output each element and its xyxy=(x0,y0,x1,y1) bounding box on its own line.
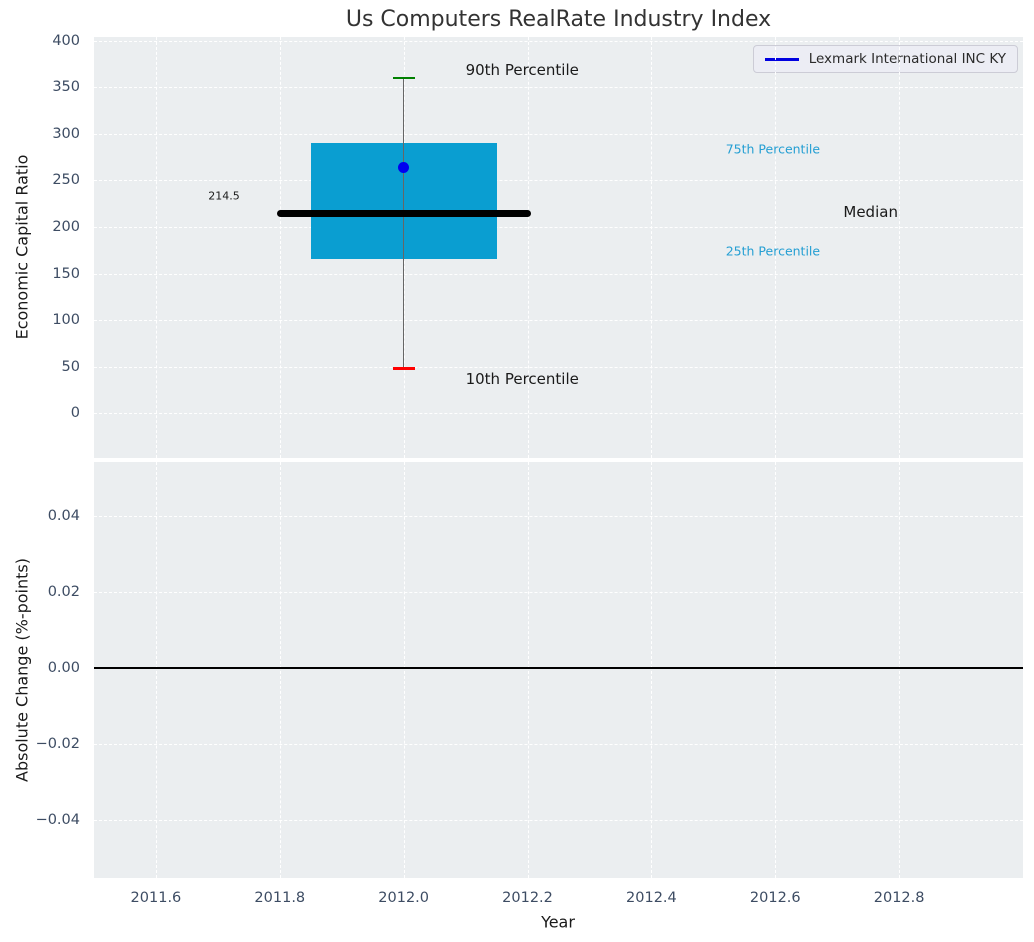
gridline-vertical xyxy=(651,462,653,878)
x-tick-label: 2012.2 xyxy=(502,890,553,906)
x-axis-label: Year xyxy=(541,912,575,932)
y-tick-label: 300 xyxy=(52,125,80,142)
gridline-horizontal xyxy=(94,744,1023,746)
y-tick-label: −0.04 xyxy=(35,812,80,829)
cap-10th-percentile xyxy=(392,367,415,370)
x-tick-label: 2012.4 xyxy=(626,890,677,906)
annotation-75th-percentile-label: 75th Percentile xyxy=(725,141,821,157)
gridline-horizontal xyxy=(94,320,1023,322)
gridline-vertical xyxy=(155,462,157,878)
y-tick-label: 400 xyxy=(52,32,80,49)
gridline-vertical xyxy=(155,37,157,458)
gridline-horizontal xyxy=(94,180,1023,182)
gridline-horizontal xyxy=(94,515,1023,517)
gridline-horizontal xyxy=(94,366,1023,368)
annotation-median-label: Median xyxy=(843,203,898,222)
gridline-vertical xyxy=(279,462,281,878)
gridline-vertical xyxy=(899,462,901,878)
gridline-horizontal xyxy=(94,40,1023,42)
gridline-vertical xyxy=(775,462,777,878)
y-tick-label: 0.04 xyxy=(47,507,80,524)
y-tick-label: 150 xyxy=(52,265,80,282)
y-tick-label: 0 xyxy=(70,405,80,422)
gridline-vertical xyxy=(279,37,281,458)
gridline-vertical xyxy=(651,37,653,458)
y-tick-label: 200 xyxy=(52,219,80,235)
annotation-25th-percentile-label: 25th Percentile xyxy=(725,243,821,259)
y-tick-label: 50 xyxy=(61,358,80,375)
legend: Lexmark International INC KY xyxy=(752,45,1018,73)
gridline-horizontal xyxy=(94,227,1023,228)
y-tick-label: 0.02 xyxy=(47,583,80,600)
gridline-vertical xyxy=(527,462,529,878)
cap-90th-percentile xyxy=(392,76,415,80)
gridline-vertical xyxy=(899,37,901,458)
annotation-90th-percentile-label: 90th Percentile xyxy=(465,60,579,79)
x-tick-label: 2011.6 xyxy=(130,890,182,906)
annotation-10th-percentile-label: 10th Percentile xyxy=(465,369,579,388)
gridline-horizontal xyxy=(94,87,1023,89)
zero-line xyxy=(94,667,1023,669)
x-tick-label: 2012.8 xyxy=(873,890,925,906)
annotation-median-value-label: 214.5 xyxy=(208,189,240,203)
plot-economic-capital-ratio: Lexmark International INC KY 90th Percen… xyxy=(94,37,1023,458)
company-data-point xyxy=(398,161,410,173)
gridline-horizontal xyxy=(94,820,1023,822)
y-tick-label: 250 xyxy=(52,172,80,189)
gridline-horizontal xyxy=(94,591,1023,593)
chart-title: Us Computers RealRate Industry Index xyxy=(345,7,772,32)
y-tick-label: 350 xyxy=(52,79,80,96)
gridline-vertical xyxy=(527,37,529,458)
gridline-horizontal xyxy=(94,133,1023,135)
gridline-vertical xyxy=(403,462,405,878)
y-tick-label: 100 xyxy=(52,312,80,329)
y-tick-label: −0.02 xyxy=(35,736,80,753)
x-tick-label: 2012.6 xyxy=(749,890,801,906)
whisker-line xyxy=(403,77,405,369)
gridline-vertical xyxy=(775,37,777,458)
x-tick-label: 2011.8 xyxy=(254,890,306,906)
median-line xyxy=(276,210,531,217)
gridline-horizontal xyxy=(94,413,1023,415)
legend-label: Lexmark International INC KY xyxy=(808,51,1006,67)
legend-line-sample xyxy=(764,57,799,61)
x-tick-label: 2012.0 xyxy=(378,890,430,906)
y-tick-label: 0.00 xyxy=(47,659,80,676)
plot-absolute-change xyxy=(94,462,1023,878)
gridline-horizontal xyxy=(94,273,1023,275)
